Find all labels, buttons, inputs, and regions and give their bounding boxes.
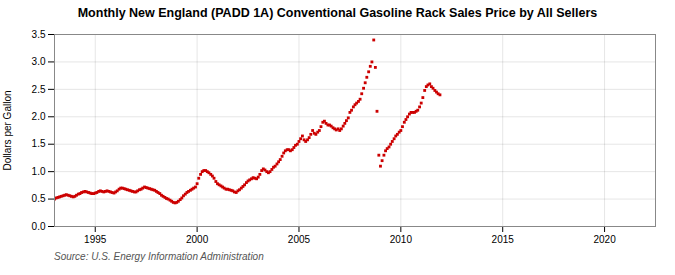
html-text:Source: U.S. Energy Informatio: Source: U.S. Energy Information Administ… [54,251,264,262]
svg-text:1.0: 1.0 [32,166,46,177]
svg-text:2020: 2020 [593,234,616,245]
svg-text:2000: 2000 [186,234,209,245]
svg-text:3.0: 3.0 [32,56,46,67]
svg-text:2010: 2010 [390,234,413,245]
svg-text:2.5: 2.5 [32,84,46,95]
svg-text:Dollars per Gallon: Dollars per Gallon [2,90,13,170]
svg-text:0.5: 0.5 [32,193,46,204]
svg-text:0.0: 0.0 [32,221,46,232]
svg-text:2.0: 2.0 [32,111,46,122]
svg-text:1995: 1995 [84,234,107,245]
svg-text:2005: 2005 [288,234,311,245]
svg-text:3.5: 3.5 [32,29,46,40]
svg-text:2015: 2015 [492,234,515,245]
html-text:Monthly New England (PADD 1A): Monthly New England (PADD 1A) Convention… [77,6,598,20]
svg-text:1.5: 1.5 [32,138,46,149]
